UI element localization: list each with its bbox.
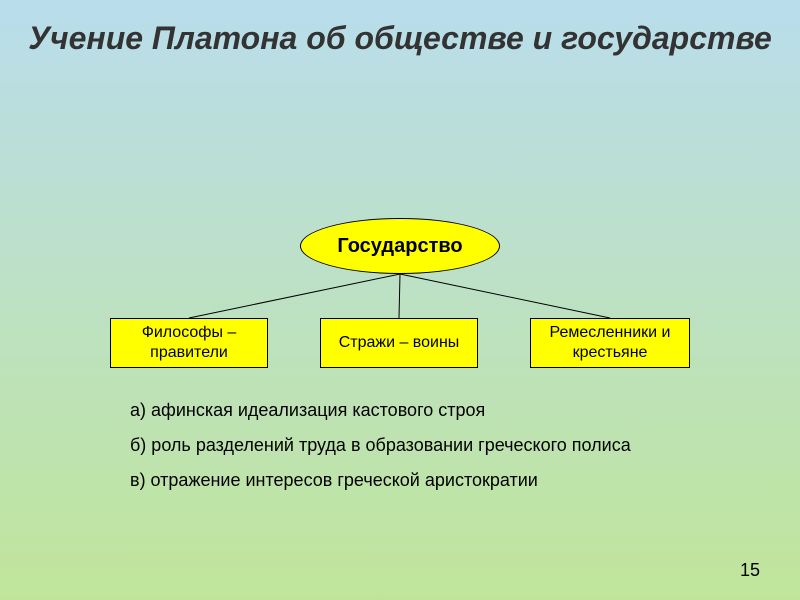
child-node-0-label: Философы – правители (111, 323, 267, 363)
list-item: а) афинская идеализация кастового строя (130, 400, 631, 421)
list-item: в) отражение интересов греческой аристок… (130, 470, 631, 491)
root-node-label: Государство (337, 235, 462, 258)
page-number: 15 (740, 560, 760, 581)
child-node-0: Философы – правители (110, 318, 268, 368)
child-node-1-label: Стражи – воины (339, 333, 460, 353)
bullet-list: а) афинская идеализация кастового строя … (130, 400, 631, 505)
child-node-1: Стражи – воины (320, 318, 478, 368)
connector-3 (400, 274, 610, 318)
child-node-2-label: Ремесленники и крестьяне (531, 323, 689, 363)
list-item: б) роль разделений труда в образовании г… (130, 435, 631, 456)
connector-1 (189, 274, 400, 318)
connector-2 (399, 274, 400, 318)
root-node: Государство (300, 218, 500, 274)
slide-title: Учение Платона об обществе и государстве (0, 0, 800, 58)
child-node-2: Ремесленники и крестьяне (530, 318, 690, 368)
slide: Учение Платона об обществе и государстве… (0, 0, 800, 600)
